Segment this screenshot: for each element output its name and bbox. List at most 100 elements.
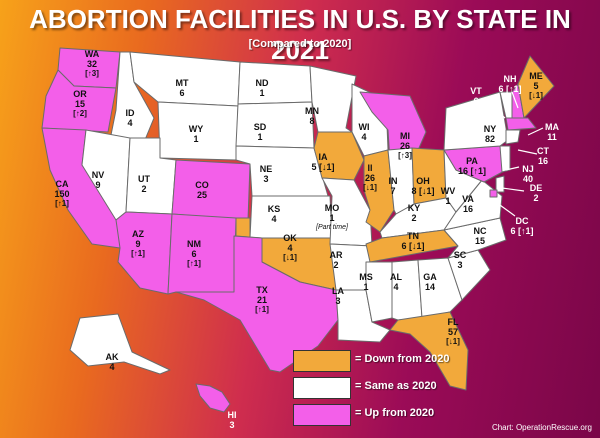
- state-label-nc: NC 15: [474, 226, 487, 246]
- change-from-2020: [↑1]: [55, 199, 69, 208]
- legend-item-up: = Up from 2020: [293, 404, 463, 426]
- change-from-2020: [↓1]: [529, 91, 543, 100]
- facility-count: 2: [411, 213, 417, 223]
- change-from-2020: [↑2]: [73, 109, 87, 118]
- state-label-ny: NY 82: [484, 124, 497, 144]
- state-code: WY: [188, 124, 204, 134]
- facility-count: 8: [309, 116, 315, 126]
- state-code: TX: [256, 285, 268, 295]
- facility-count: 150: [54, 189, 70, 199]
- facility-count: 4: [393, 282, 399, 292]
- state-label-ia: IA 5 [↓1]: [311, 152, 334, 172]
- state-code: MO: [324, 203, 340, 213]
- facility-count: 1: [259, 88, 265, 98]
- state-label-co: CO 25: [195, 180, 209, 200]
- state-code: SC: [453, 250, 467, 260]
- state-label-sd: SD 1: [254, 122, 267, 142]
- legend-swatch-down: [293, 350, 351, 372]
- state-label-az: AZ 9 [↑1]: [131, 229, 145, 259]
- change-from-2020: [↑3]: [85, 69, 99, 78]
- leader-nh: [511, 91, 519, 109]
- state-code: NV: [91, 170, 105, 180]
- facility-count: 16: [462, 204, 473, 214]
- state-label-nm: NM 6 [↑1]: [187, 239, 201, 269]
- state-code: SD: [253, 122, 267, 132]
- state-label-mi: MI 26 [↑3]: [398, 131, 412, 161]
- state-code: MS: [359, 272, 373, 282]
- state-ma: [505, 117, 537, 131]
- facility-count: 6 [↑1]: [510, 226, 534, 236]
- state-nd: [237, 61, 313, 105]
- state-label-nv: NV 9: [92, 170, 105, 190]
- facility-count: 16: [537, 156, 548, 166]
- state-label-al: AL 4: [390, 272, 402, 292]
- facility-count: 9: [135, 239, 141, 249]
- legend-item-down: = Down from 2020: [293, 350, 463, 372]
- state-label-ga: GA 14: [423, 272, 437, 292]
- state-label-nd: ND 1: [256, 78, 269, 98]
- legend-swatch-same: [293, 377, 351, 399]
- facility-count: 32: [86, 59, 97, 69]
- state-code: WA: [84, 49, 100, 59]
- change-from-2020: [↑1]: [187, 259, 201, 268]
- leader-de: [501, 187, 525, 192]
- facility-count: 26: [399, 141, 410, 151]
- state-co: [171, 159, 251, 221]
- state-label-pa: PA 16 [↑1]: [458, 156, 486, 176]
- state-code: FL: [447, 317, 459, 327]
- facility-count: 1: [257, 132, 263, 142]
- state-code: VA: [462, 194, 474, 204]
- state-code: MT: [175, 78, 189, 88]
- facility-count: 6 [↑1]: [498, 84, 522, 94]
- state-label-ma: MA 11: [545, 122, 559, 142]
- state-code: HI: [227, 410, 237, 420]
- leader-ct: [517, 149, 538, 155]
- legend-swatch-up: [293, 404, 351, 426]
- leader-dc: [492, 199, 516, 217]
- facility-count: 6: [191, 249, 197, 259]
- facility-count: 4: [271, 214, 277, 224]
- state-label-wa: WA 32 [↑3]: [85, 49, 100, 79]
- facility-count: 9: [95, 180, 101, 190]
- change-from-2020: [↓1]: [363, 183, 377, 192]
- state-label-mt: MT 6: [176, 78, 189, 98]
- facility-count: 1: [363, 282, 369, 292]
- facility-count: 4: [127, 118, 133, 128]
- facility-count: 4: [287, 243, 293, 253]
- change-from-2020: [↑1]: [131, 249, 145, 258]
- state-label-la: LA 3: [332, 286, 344, 306]
- facility-count: 40: [522, 174, 534, 184]
- state-label-mo: MO 1 [Part time]: [316, 203, 348, 233]
- change-from-2020: [↑3]: [398, 151, 412, 160]
- state-me: [517, 55, 555, 119]
- state-code: NE: [259, 164, 273, 174]
- change-from-2020: [↑1]: [255, 305, 269, 314]
- leader-vt: [483, 99, 506, 119]
- state-label-me: ME 5 [↓1]: [529, 71, 543, 101]
- state-label-de: DE 2: [530, 183, 543, 203]
- facility-count: 6 [↓1]: [401, 241, 425, 251]
- state-code: OK: [283, 233, 297, 243]
- state-sd: [235, 101, 315, 149]
- state-nm: [167, 213, 237, 295]
- state-code: NH: [503, 74, 517, 84]
- state-code: UT: [138, 174, 150, 184]
- map-title: ABORTION FACILITIES IN U.S. BY STATE IN …: [29, 4, 571, 65]
- facility-count: 6: [473, 96, 479, 106]
- state-label-ks: KS 4: [268, 204, 281, 224]
- state-code: CT: [537, 146, 549, 156]
- state-label-ct: CT 16: [537, 146, 549, 166]
- facility-count: 3: [457, 260, 463, 270]
- state-code: OR: [73, 89, 87, 99]
- leader-ma: [527, 127, 544, 136]
- state-label-tx: TX 21 [↑1]: [255, 285, 269, 315]
- state-code: CA: [55, 179, 69, 189]
- state-label-ak: AK 4: [106, 352, 119, 372]
- state-label-il: Il 26 [↓1]: [363, 163, 377, 193]
- map-subtitle: [Compared to 2020]: [248, 38, 352, 50]
- state-label-nh: NH 6 [↑1]: [498, 74, 521, 94]
- state-label-sc: SC 3: [454, 250, 467, 270]
- state-code: LA: [332, 286, 344, 296]
- state-code: NM: [187, 239, 201, 249]
- state-label-nj: NJ 40: [522, 164, 534, 184]
